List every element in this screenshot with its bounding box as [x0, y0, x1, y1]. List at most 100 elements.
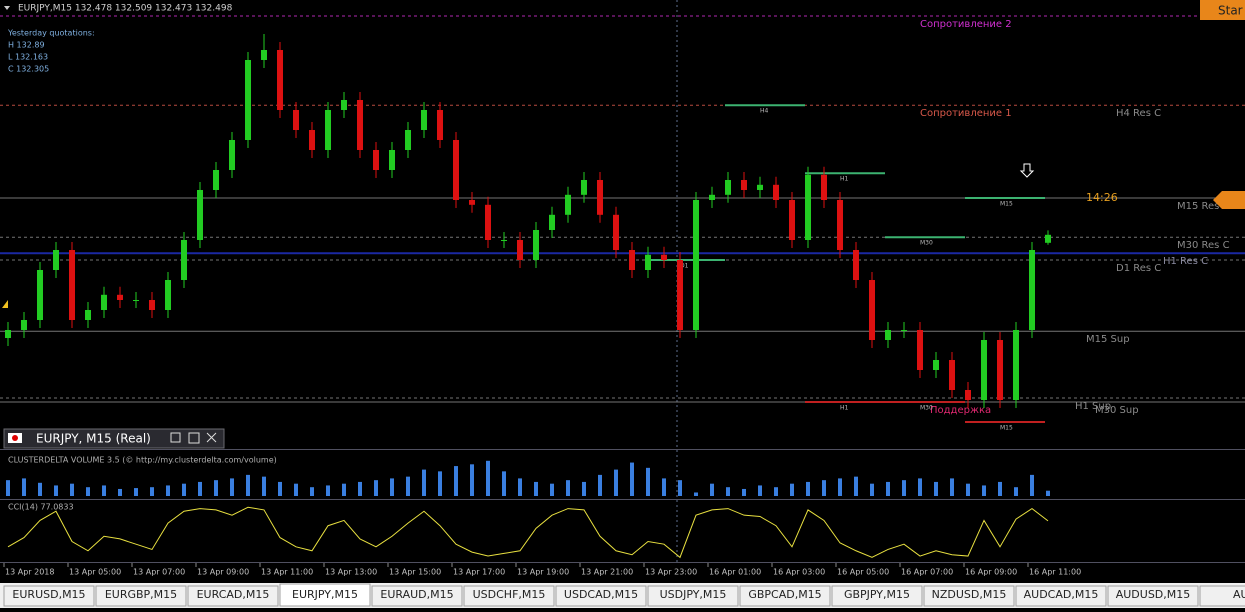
tab[interactable]: [555, 585, 647, 607]
level-label: Сопротивление 2: [920, 19, 1012, 30]
tab-label[interactable]: EURGBP,M15: [105, 588, 177, 601]
time-label: 13 Apr 21:00: [581, 568, 633, 577]
tab[interactable]: [95, 585, 187, 607]
volume-bar: [262, 476, 266, 496]
volume-bar: [166, 485, 170, 496]
tab-label[interactable]: AUDUSD,M15: [1116, 588, 1191, 601]
volume-bar: [22, 478, 26, 496]
maximize-button[interactable]: [188, 432, 200, 444]
time-label: 16 Apr 05:00: [837, 568, 889, 577]
tab[interactable]: [463, 585, 555, 607]
tab[interactable]: [1015, 585, 1107, 607]
volume-bar: [662, 478, 666, 496]
time-label: 13 Apr 17:00: [453, 568, 505, 577]
candle-body: [597, 180, 603, 215]
tab-label[interactable]: USDJPY,M15: [660, 588, 727, 601]
tab-label[interactable]: AUD: [1233, 588, 1245, 601]
candle-body: [1013, 330, 1019, 400]
tab-label[interactable]: EURJPY,M15: [292, 588, 358, 601]
candle-body: [245, 60, 251, 140]
volume-bar: [758, 485, 762, 496]
tab-label[interactable]: GBPCAD,M15: [748, 588, 821, 601]
candle-body: [533, 230, 539, 260]
candle-body: [37, 270, 43, 320]
volume-bar: [934, 481, 938, 496]
candle-body: [437, 110, 443, 140]
tab[interactable]: [1107, 585, 1199, 607]
candle-body: [309, 130, 315, 150]
candle-body: [197, 190, 203, 240]
tab-label[interactable]: USDCAD,M15: [564, 588, 638, 601]
volume-bar: [6, 480, 10, 496]
menu-arrow[interactable]: [4, 6, 10, 10]
volume-bar: [566, 480, 570, 496]
cci-line: [7, 506, 1049, 559]
close-button[interactable]: [206, 432, 217, 443]
volume-bar: [374, 480, 378, 496]
volume-bar: [1046, 490, 1050, 496]
candle-body: [869, 280, 875, 340]
candle-body: [213, 170, 219, 190]
candle-body: [453, 140, 459, 200]
tab[interactable]: [371, 585, 463, 607]
candle-body: [389, 150, 395, 170]
level-label: Сопротивление 1: [920, 108, 1012, 119]
tab-label[interactable]: EURCAD,M15: [197, 588, 270, 601]
volume-bar: [790, 483, 794, 496]
volume-bar: [822, 480, 826, 496]
time-label: 13 Apr 07:00: [133, 568, 185, 577]
tab[interactable]: [187, 585, 279, 607]
volume-bar: [550, 483, 554, 496]
volume-bar: [358, 481, 362, 496]
level-label: Поддержка: [930, 405, 991, 416]
volume-bar: [806, 481, 810, 496]
tab-label[interactable]: EURUSD,M15: [12, 588, 85, 601]
tab-label[interactable]: EURAUD,M15: [380, 588, 453, 601]
candle-body: [949, 360, 955, 390]
candle-body: [1045, 234, 1051, 243]
volume-bar: [70, 483, 74, 496]
volume-bar: [1030, 474, 1034, 496]
start-button-label[interactable]: Star: [1218, 4, 1243, 18]
start-button[interactable]: [1200, 0, 1245, 20]
volume-bar: [614, 469, 618, 496]
header: EURJPY,M15 132.478 132.509 132.473 132.4…: [18, 4, 233, 14]
tab-label[interactable]: GBPJPY,M15: [844, 588, 910, 601]
candle-body: [581, 180, 587, 195]
candle-body: [805, 174, 811, 240]
tab-label[interactable]: USDCHF,M15: [473, 588, 546, 601]
candle-body: [853, 250, 859, 280]
tab-label[interactable]: NZDUSD,M15: [932, 588, 1007, 601]
candle-body: [53, 250, 59, 270]
level-label: M30 Res C: [1177, 240, 1230, 251]
yesterday-line: Yesterday quotations:: [7, 29, 95, 38]
candle-body: [85, 310, 91, 320]
candle-body: [485, 204, 491, 240]
tab[interactable]: [1199, 585, 1245, 607]
subwindow-bar[interactable]: [3, 428, 225, 449]
level-label: D1 Res C: [1116, 263, 1161, 274]
tab[interactable]: [3, 585, 95, 607]
time-label: 16 Apr 01:00: [709, 568, 761, 577]
candle-body: [837, 200, 843, 250]
countdown: 14:26: [1086, 191, 1118, 204]
level-label: M15 Sup: [1086, 334, 1130, 345]
volume-bar: [902, 480, 906, 496]
tab[interactable]: [923, 585, 1015, 607]
shift-marker: [2, 300, 8, 308]
volume-bar: [774, 487, 778, 496]
candle-body: [229, 140, 235, 170]
tab-label[interactable]: AUDCAD,M15: [1024, 588, 1099, 601]
tab[interactable]: [647, 585, 739, 607]
tab[interactable]: [831, 585, 923, 607]
tab[interactable]: [279, 583, 371, 607]
restore-button[interactable]: [170, 432, 181, 443]
level-label: H1 Sup: [1075, 401, 1111, 412]
volume-bar: [470, 464, 474, 496]
volume-bar: [214, 480, 218, 496]
tab[interactable]: [739, 585, 831, 607]
volume-bar: [182, 483, 186, 496]
candle-body: [741, 180, 747, 190]
candle-body: [261, 50, 267, 60]
candle-body: [21, 320, 27, 330]
